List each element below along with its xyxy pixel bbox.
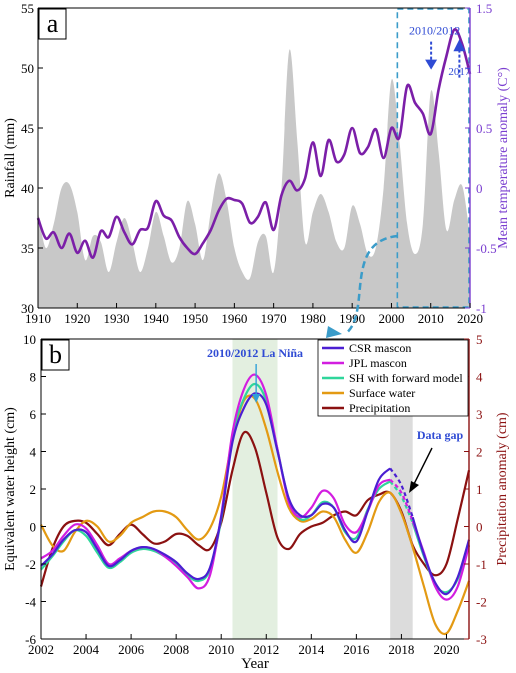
x-tick-label: 2014 xyxy=(298,642,325,657)
y-tick-label: 40 xyxy=(21,181,34,196)
y2-tick-label: 4 xyxy=(476,370,483,385)
highlight-box xyxy=(396,8,470,308)
x-tick-label: 2020 xyxy=(457,311,483,326)
series-line-tail-2 xyxy=(411,522,471,594)
y-tick-label: 2 xyxy=(30,482,37,497)
y-tick-label: -4 xyxy=(25,595,36,610)
y-tick-label: -2 xyxy=(25,557,36,572)
annotation-data-gap: Data gap xyxy=(417,428,464,442)
y-tick-label: 6 xyxy=(30,407,37,422)
panel-label: b xyxy=(49,340,62,369)
x-tick-label: 1970 xyxy=(261,311,287,326)
x-tick-label: 2016 xyxy=(343,642,370,657)
panel-label-box xyxy=(41,339,70,371)
y2-tick-label: 1.5 xyxy=(476,1,492,16)
temperature-line xyxy=(36,28,472,259)
y-tick-label: 8 xyxy=(30,370,37,385)
x-tick-label: 1990 xyxy=(339,311,365,326)
y2-tick-label: -1 xyxy=(476,557,487,572)
annotation-2010-2012: 2010/2012 xyxy=(409,23,460,37)
x-tick-label: 2000 xyxy=(378,311,404,326)
x-tick-label: 2020 xyxy=(433,642,459,657)
x-tick-label: 2004 xyxy=(73,642,100,657)
arrow-2017-head xyxy=(453,39,466,52)
y2-tick-label: 1 xyxy=(476,482,483,497)
y2-tick-label: 0 xyxy=(476,520,483,535)
y2-tick-label: 5 xyxy=(476,332,483,347)
legend-entry: Surface water xyxy=(349,386,415,400)
y2-tick-label: 1 xyxy=(476,61,483,76)
annotation-la-nina: 2010/2012 La Niña xyxy=(207,346,303,360)
y2-tick-label: 2 xyxy=(476,445,483,460)
series-line-0 xyxy=(40,392,391,581)
x-tick-label: 1960 xyxy=(221,311,247,326)
y-tick-label: 0 xyxy=(30,520,37,535)
x-tick-label: 2002 xyxy=(28,642,54,657)
x-tick-label: 2006 xyxy=(118,642,145,657)
y-tick-label: 50 xyxy=(21,61,34,76)
panel-b: 2002 2004 2006 2008 2010 2012 2014 2016 2018 2020… xyxy=(3,332,510,672)
y-tick-label: 55 xyxy=(21,1,34,16)
y2-tick-label: -0.5 xyxy=(476,241,497,256)
y-tick-label: 35 xyxy=(21,241,34,256)
y-tick-label: -6 xyxy=(25,632,36,647)
y2-tick-label: 0 xyxy=(476,181,483,196)
x-tick-label: 2010 xyxy=(418,311,444,326)
y-tick-label: 30 xyxy=(21,301,34,316)
y2-tick-label: -2 xyxy=(476,595,487,610)
series-gap-2 xyxy=(389,480,414,524)
legend-entry: JPL mascon xyxy=(349,356,407,370)
y2-tick-label: -1 xyxy=(476,301,487,316)
arrow-2010-2012-head xyxy=(425,59,438,70)
y2-tick-label: 3 xyxy=(476,407,483,422)
arrow-la-nina-head xyxy=(252,394,261,403)
y2-axis-label: Precipitation anomaly (cm) xyxy=(495,412,510,566)
y-tick-label: 10 xyxy=(23,332,36,347)
arrow-data-gap-head xyxy=(409,481,419,493)
x-axis-label: Year xyxy=(241,656,269,672)
connector-curve xyxy=(344,234,398,335)
connector-arrowhead xyxy=(326,326,342,338)
y2-axis-label: Mean temperature anomaly (C°) xyxy=(496,67,511,249)
la-nina-shade xyxy=(232,339,278,639)
y-axis-label: Rainfall (mm) xyxy=(3,118,18,198)
x-tick-label: 1980 xyxy=(300,311,326,326)
x-tick-label: 1930 xyxy=(104,311,130,326)
x-tick-label: 1950 xyxy=(182,311,208,326)
legend-entry: CSR mascon xyxy=(349,341,411,355)
rainfall-area xyxy=(38,49,470,309)
panel-label-box xyxy=(38,8,67,40)
y-tick-label: 45 xyxy=(21,121,34,136)
y2-tick-label: -3 xyxy=(476,632,487,647)
x-tick-label: 1910 xyxy=(25,311,51,326)
y-tick-label: 4 xyxy=(30,445,37,460)
y2-tick-label: 0.5 xyxy=(476,121,492,136)
series-line-tail-0 xyxy=(411,516,471,596)
x-tick-label: 2018 xyxy=(388,642,414,657)
x-tick-label: 1940 xyxy=(143,311,169,326)
y-axis-label: Equivalent water height (cm) xyxy=(3,407,18,571)
legend-entry: SH with forward model xyxy=(349,371,463,385)
arrow-data-gap-shaft xyxy=(413,447,433,485)
x-tick-label: 2012 xyxy=(253,642,279,657)
legend-entry: Precipitation xyxy=(349,401,410,415)
x-tick-label: 1920 xyxy=(64,311,90,326)
x-tick-label: 2010 xyxy=(208,642,234,657)
x-tick-label: 2008 xyxy=(163,642,189,657)
panel-a: 1910 1920 1930 1940 1950 1960 1970 1980 1990 2000… xyxy=(3,1,511,338)
series-gap-1 xyxy=(389,478,414,522)
panel-label: a xyxy=(47,9,59,38)
annotation-2017: 2017 xyxy=(448,66,471,78)
